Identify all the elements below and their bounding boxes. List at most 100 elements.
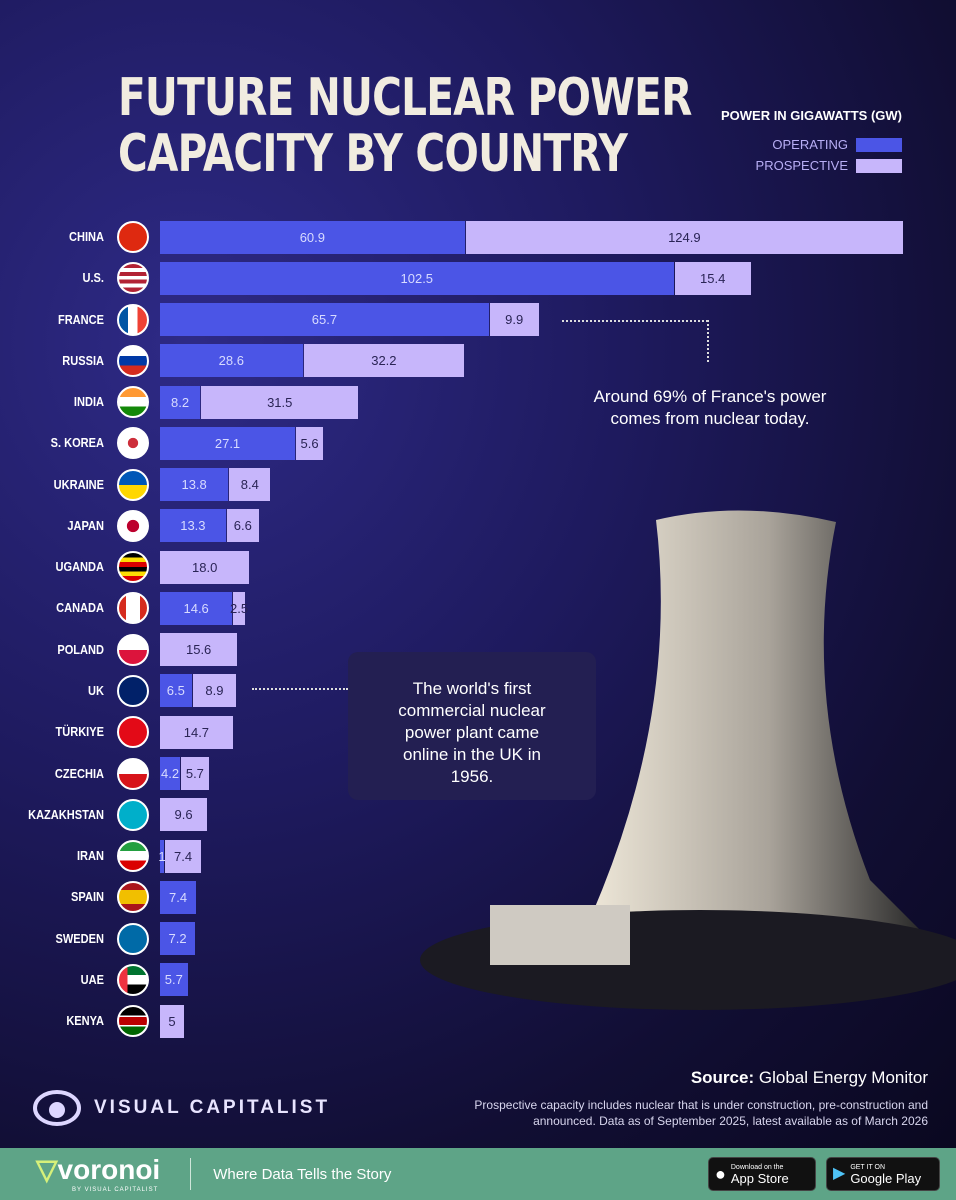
legend-prospective: PROSPECTIVE [721,158,902,173]
flag-icon [117,798,149,831]
data-label: 27.1 [214,435,241,451]
data-label: 2.5 [230,600,249,616]
data-label: 8.9 [205,683,224,699]
flag-icon [117,386,149,419]
data-label: 7.2 [168,931,187,947]
flag-icon [117,509,149,542]
flag-icon [117,716,149,749]
data-label: 14.6 [183,600,209,616]
voronoi-name: voronoi [57,1154,161,1185]
flag-icon [117,757,149,790]
google-play-button[interactable]: ▶ GET IT ON Google Play [826,1157,940,1191]
prospective-bar: 5.7 [181,757,209,790]
flag-icon [117,221,149,253]
operating-bar: 65.7 [160,303,489,337]
prospective-bar: 15.6 [160,633,238,667]
source-value: Global Energy Monitor [758,1068,928,1087]
prospective-bar: 8.4 [229,468,271,502]
operating-bar: 27.1 [160,426,296,460]
prospective-bar: 9.6 [160,798,208,832]
flag-icon [117,427,149,460]
legend-swatch [856,158,902,173]
data-label: 15.6 [185,642,212,658]
prospective-bar: 124.9 [465,220,903,254]
bar-chart: CHINA 60.9 124.9 U.S. 102.5 15.4 FRANCE 65.7 9.9… [28,220,903,1038]
data-label: 13.3 [180,518,206,534]
cooling-tower-image [420,510,956,1010]
voronoi-logo[interactable]: ▽voronoi BY VISUAL CAPITALIST [36,1154,160,1194]
data-label: 124.9 [668,229,701,245]
flag-icon [117,881,149,914]
data-label: 9.6 [174,807,193,823]
country-label: UK [88,682,104,698]
operating-bar: 7.2 [160,922,196,956]
flag-icon [117,303,149,336]
data-label: 7.4 [169,889,188,905]
country-label: CANADA [56,600,104,616]
prospective-bar: 14.7 [160,715,233,749]
country-label: SWEDEN [55,930,104,946]
country-label: RUSSIA [62,352,104,368]
prospective-bar: 6.6 [226,509,259,543]
country-label: IRAN [76,848,104,864]
data-label: 13.8 [181,477,207,493]
operating-bar: 4.2 [160,757,181,790]
legend-heading: POWER IN GIGAWATTS (GW) [720,108,902,123]
flag-icon [117,344,149,377]
country-label: JAPAN [67,517,104,533]
france-callout-line [707,320,709,362]
legend-swatch [856,137,902,152]
footnote: Prospective capacity includes nuclear th… [474,1098,928,1128]
prospective-bar: 9.9 [489,303,539,337]
flag-icon [117,468,149,501]
uk-callout-line [252,688,348,690]
operating-bar: 8.2 [160,385,201,419]
prospective-bar: 18.0 [160,550,250,584]
country-label: UAE [80,971,104,987]
country-label: CHINA [69,229,104,244]
gplay-small: GET IT ON [850,1163,886,1171]
prospective-bar: 8.9 [192,674,237,708]
country-label: CZECHIA [54,765,104,781]
flag-icon [117,1005,149,1038]
prospective-bar: 31.5 [201,385,359,419]
country-label: INDIA [73,394,104,410]
operating-bar: 1 [158,839,166,873]
operating-bar: 7.4 [160,880,197,914]
country-label: U.S. [82,270,104,286]
country-label: UKRAINE [53,476,104,492]
uk-annotation: The world's first commercial nuclear pow… [348,652,596,800]
data-label: 5 [168,1013,176,1029]
country-label: POLAND [57,641,104,657]
tagline: Where Data Tells the Story [213,1165,392,1183]
app-store-button[interactable]: ● Download on the App Store [708,1157,816,1191]
prospective-bar: 32.2 [303,344,465,378]
appstore-small: Download on the [730,1163,784,1171]
country-label: UGANDA [55,559,104,575]
data-label: 4.2 [161,766,180,781]
legend-operating: OPERATING [721,137,902,152]
title-line: FUTURE NUCLEAR POWER [118,68,692,128]
data-label: 1 [158,848,166,864]
operating-bar: 13.8 [160,468,229,502]
data-label: 102.5 [400,270,434,286]
flag-icon [117,551,149,584]
prospective-bar: 2.5 [230,591,249,625]
france-annotation: Around 69% of France's power comes from … [593,387,827,428]
data-label: 5.7 [164,972,183,988]
gplay-label: Google Play [850,1170,922,1186]
title-line: CAPACITY BY COUNTRY [118,124,628,184]
prospective-bar: 15.4 [674,261,751,295]
operating-bar: 6.5 [160,674,192,708]
play-icon: ▶ [833,1165,846,1182]
data-label: 18.0 [192,559,218,575]
legend-label: OPERATING [772,137,848,152]
country-label: S. KOREA [50,435,104,451]
flag-icon [117,922,149,955]
legend: POWER IN GIGAWATTS (GW) OPERATING PROSPE… [721,108,902,179]
prospective-bar: 5 [160,1004,185,1038]
data-label: 28.6 [218,353,244,369]
flag-icon [117,963,149,996]
operating-bar: 102.5 [160,261,674,295]
apple-icon: ● [715,1164,726,1184]
